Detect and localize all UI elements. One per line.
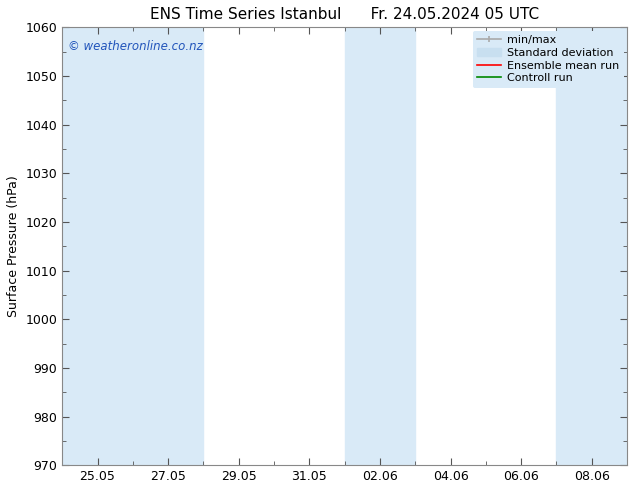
Bar <box>133 27 204 465</box>
Bar <box>62 27 133 465</box>
Text: © weatheronline.co.nz: © weatheronline.co.nz <box>68 40 203 53</box>
Title: ENS Time Series Istanbul      Fr. 24.05.2024 05 UTC: ENS Time Series Istanbul Fr. 24.05.2024 … <box>150 7 539 22</box>
Legend: min/max, Standard deviation, Ensemble mean run, Controll run: min/max, Standard deviation, Ensemble me… <box>472 30 624 88</box>
Bar <box>557 27 627 465</box>
Bar <box>345 27 415 465</box>
Y-axis label: Surface Pressure (hPa): Surface Pressure (hPa) <box>7 175 20 317</box>
